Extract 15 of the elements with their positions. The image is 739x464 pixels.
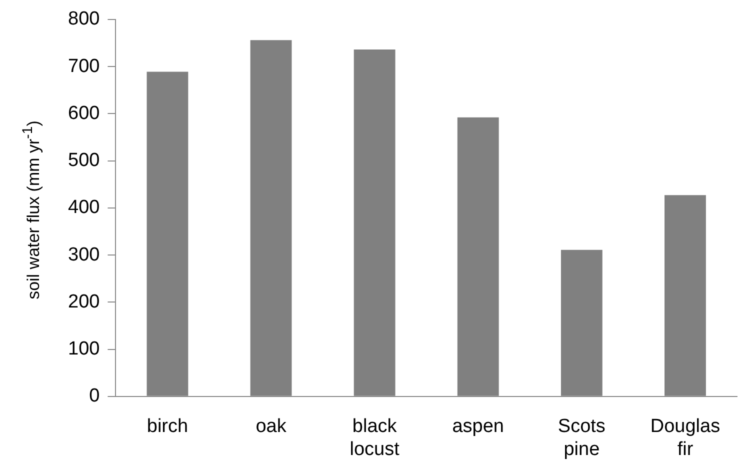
x-tick-label: aspen <box>452 416 504 438</box>
y-tick-label: 800 <box>68 8 100 30</box>
x-tick-label: oak <box>256 416 287 438</box>
x-tick-label: black locust <box>350 416 400 460</box>
y-tick-label: 700 <box>68 56 100 77</box>
x-tick-label: Scots pine <box>558 416 606 460</box>
y-tick-label: 0 <box>89 386 100 407</box>
y-tick-label: 200 <box>68 291 100 312</box>
x-tick-label: Douglas fir <box>650 416 720 460</box>
x-tick-label: birch <box>146 416 188 438</box>
y-tick-label: 300 <box>68 244 100 266</box>
y-tick-label: 400 <box>68 197 100 218</box>
y-tick-label: 500 <box>68 150 100 172</box>
y-tick-label: 100 <box>68 338 100 360</box>
y-tick-label: 600 <box>68 102 100 124</box>
